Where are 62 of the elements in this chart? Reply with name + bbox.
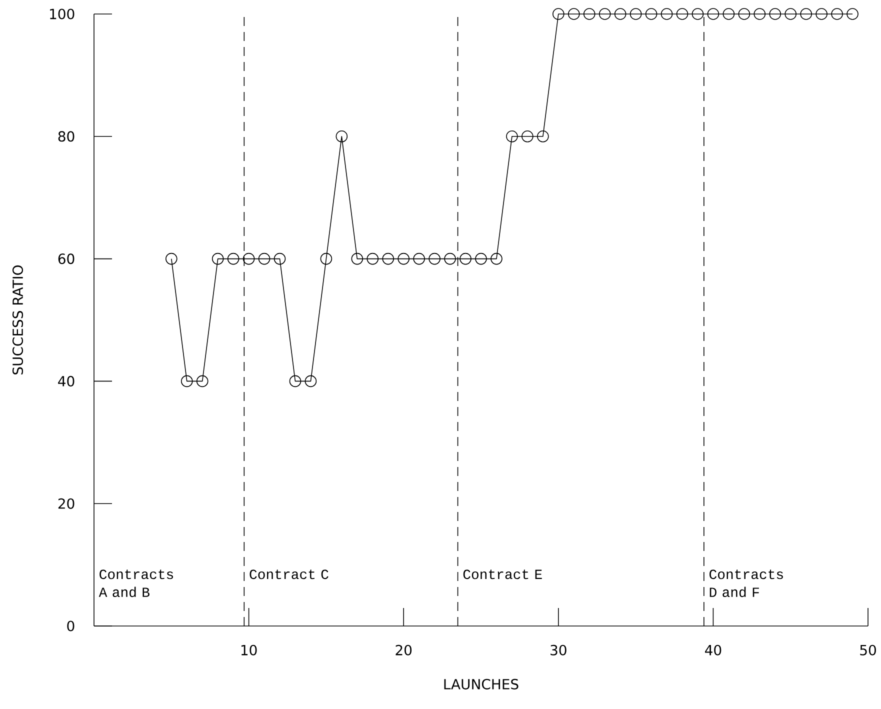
point (676, 8, 688, 20)
point (180, 375, 193, 388)
point (800, 8, 812, 20)
point (614, 8, 626, 20)
point (537, 130, 549, 142)
x-tick-label: 30 (550, 644, 566, 656)
point (645, 8, 658, 20)
annotation: Contract C (250, 570, 328, 580)
point (428, 252, 440, 265)
point (242, 252, 255, 265)
x-axis-title: LAUNCHES (444, 678, 518, 690)
y-tick-label: 0 (67, 620, 74, 632)
point (816, 8, 828, 20)
point (769, 8, 782, 20)
point (336, 130, 348, 142)
point (754, 8, 766, 20)
y-tick-label: 60 (58, 254, 74, 264)
x-tick-label: 50 (860, 644, 876, 656)
x-tick-label: 20 (396, 644, 412, 656)
x-tick-label: 40 (705, 644, 722, 656)
x-tick-label: 10 (241, 644, 257, 656)
point (630, 8, 642, 20)
point (320, 252, 332, 265)
point (784, 8, 797, 20)
y-tick-label: 20 (58, 498, 74, 509)
point (846, 8, 858, 20)
point (707, 8, 720, 20)
annotation: Contracts D and F (710, 570, 783, 598)
point (398, 252, 410, 265)
y-axis-title: SUCCESS RATIO (12, 265, 24, 374)
point (382, 252, 394, 265)
annotation: Contracts A and B (98, 570, 174, 598)
point (722, 8, 735, 20)
point (738, 8, 750, 20)
point (304, 375, 317, 388)
point (660, 8, 673, 20)
y-tick-label: 80 (58, 131, 74, 142)
point (274, 252, 286, 265)
point (522, 130, 534, 142)
point (475, 252, 487, 265)
point (490, 252, 502, 265)
point (831, 8, 843, 20)
point (289, 375, 302, 388)
point (351, 252, 364, 265)
y-tick-label: 100 (50, 8, 74, 20)
point (413, 252, 425, 265)
annotation: Contract E (463, 570, 542, 580)
point (568, 8, 580, 20)
point (552, 8, 564, 20)
point (166, 252, 178, 265)
point (506, 130, 518, 142)
point (460, 252, 472, 265)
point (598, 8, 611, 20)
point (444, 252, 456, 265)
point (258, 252, 270, 265)
point (583, 8, 596, 20)
y-tick-label: 40 (58, 376, 74, 386)
point (366, 252, 379, 265)
point (227, 252, 240, 265)
point (196, 375, 208, 388)
point (692, 8, 704, 20)
point (212, 252, 224, 265)
